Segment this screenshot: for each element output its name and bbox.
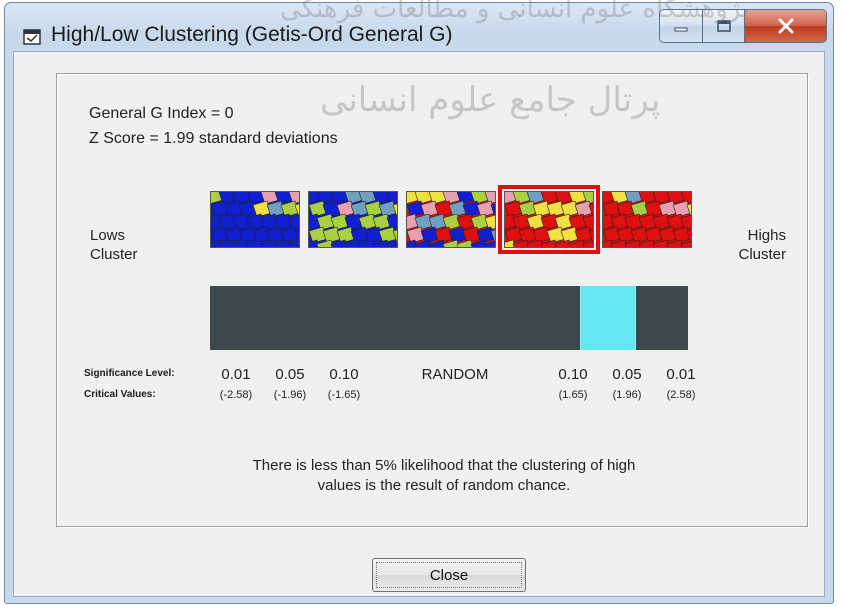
close-icon [778, 18, 793, 34]
minimize-button[interactable] [659, 9, 703, 43]
focus-rectangle [376, 562, 522, 588]
thumbnail-map-graphic [407, 192, 495, 247]
result-message-line2: values is the result of random chance. [317, 477, 571, 494]
critical-value: (-1.96) [273, 389, 307, 401]
critical-value: (2.58) [666, 389, 696, 401]
significance-level-label: Significance Level: [84, 368, 175, 379]
z-score-marker [580, 286, 636, 350]
significance-level-value: RANDOM [421, 366, 489, 383]
dialog-window: High/Low Clustering (Getis-Ord General G… [4, 2, 834, 604]
critical-values-label: Critical Values: [84, 389, 156, 400]
highs-label: Highs [747, 227, 786, 244]
window-title: High/Low Clustering (Getis-Ord General G… [51, 23, 453, 46]
result-message-line1: There is less than 5% likelihood that th… [252, 457, 636, 474]
highs-cluster-label: Highs Cluster [714, 226, 786, 264]
critical-value: (1.96) [612, 389, 642, 401]
maximize-button[interactable] [703, 9, 745, 43]
thumbnail-lows-cluster-strong [210, 191, 300, 248]
significance-level-value: 0.01 [221, 366, 251, 383]
maximize-icon [716, 20, 731, 32]
lows-cluster-text: Cluster [90, 246, 138, 263]
thumbnail-random-pattern [406, 191, 496, 248]
title-bar[interactable]: High/Low Clustering (Getis-Ord General G… [5, 3, 833, 69]
significance-level-value: 0.10 [558, 366, 588, 383]
thumbnail-map-graphic [603, 192, 691, 247]
z-score: Z Score = 1.99 standard deviations [89, 130, 338, 147]
thumbnail-map-graphic [505, 192, 593, 247]
general-g-index: General G Index = 0 [89, 105, 234, 122]
significance-level-value: 0.05 [275, 366, 305, 383]
minimize-icon [674, 27, 688, 32]
highs-cluster-text: Cluster [738, 246, 786, 263]
significance-level-value: 0.10 [329, 366, 359, 383]
close-button-label: Close [429, 566, 469, 584]
thumbnail-map-graphic [211, 192, 299, 247]
window-app-icon [23, 29, 41, 45]
thumbnail-map-graphic [309, 192, 397, 247]
lows-cluster-label: Lows Cluster [90, 226, 138, 264]
lows-label: Lows [90, 227, 126, 244]
close-button[interactable]: Close [372, 558, 526, 592]
critical-value: (-1.65) [327, 389, 361, 401]
thumbnail-highs-cluster-weak [504, 191, 594, 248]
significance-level-value: 0.05 [612, 366, 642, 383]
result-message: There is less than 5% likelihood that th… [184, 456, 704, 496]
results-panel [56, 73, 808, 527]
thumbnail-lows-cluster-weak [308, 191, 398, 248]
close-window-button[interactable] [745, 9, 827, 43]
thumbnail-highs-cluster-strong [602, 191, 692, 248]
critical-value: (1.65) [558, 389, 588, 401]
significance-level-value: 0.01 [666, 366, 696, 383]
caption-buttons [659, 9, 827, 43]
selected-thumbnail-highlight [498, 185, 600, 254]
dialog-client-area: General G Index = 0 Z Score = 1.99 stand… [13, 51, 825, 597]
critical-value: (-2.58) [219, 389, 253, 401]
